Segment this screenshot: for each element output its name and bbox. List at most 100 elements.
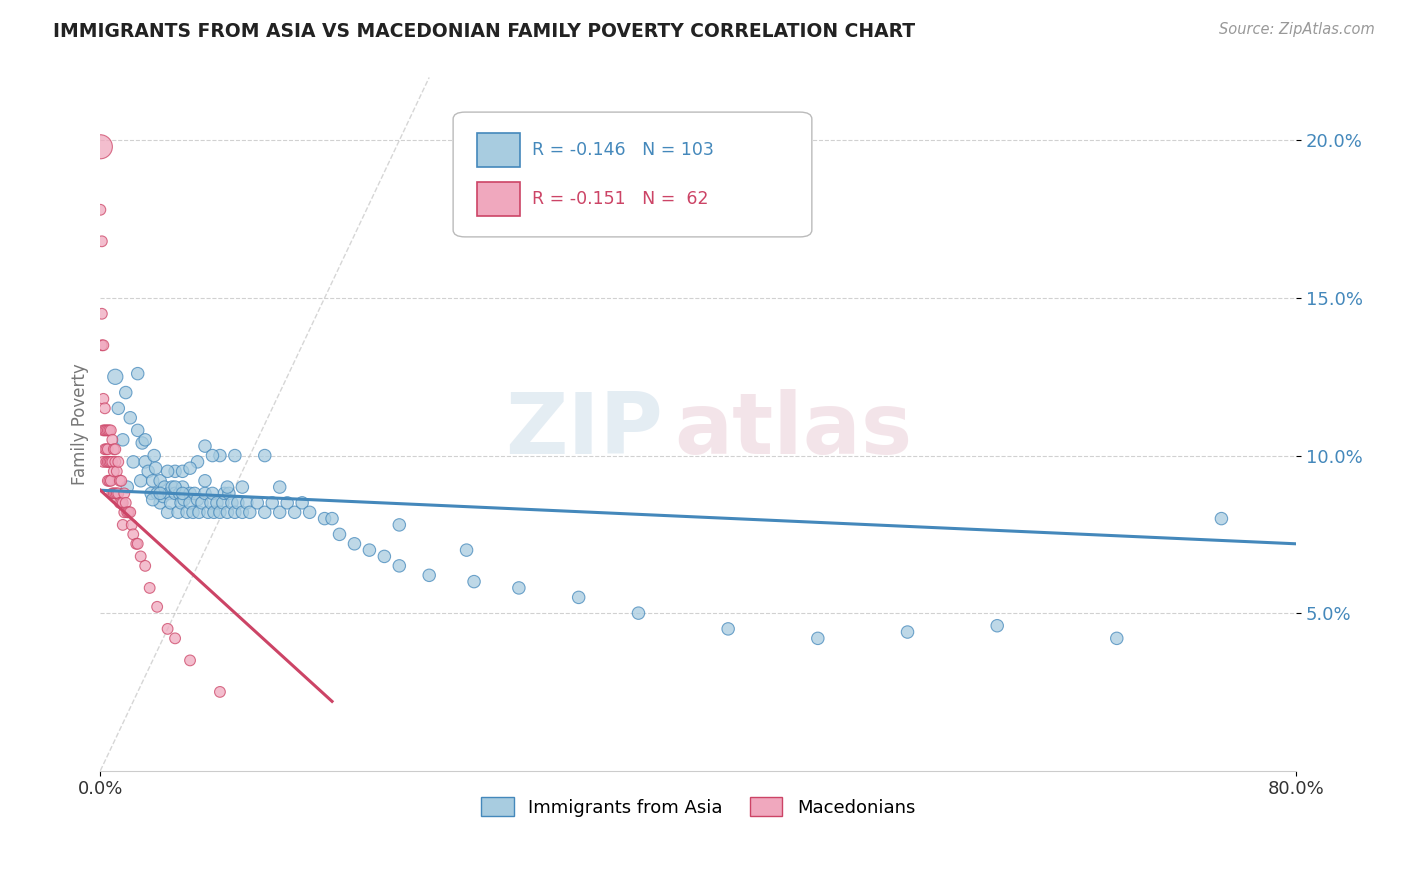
- Point: [149, 496, 172, 510]
- Point: [101, 455, 124, 469]
- Point: [145, 461, 167, 475]
- Point: [508, 581, 530, 595]
- Point: [117, 505, 139, 519]
- Point: [131, 436, 153, 450]
- Point: [627, 606, 650, 620]
- Point: [101, 486, 124, 500]
- Point: [328, 527, 350, 541]
- Text: IMMIGRANTS FROM ASIA VS MACEDONIAN FAMILY POVERTY CORRELATION CHART: IMMIGRANTS FROM ASIA VS MACEDONIAN FAMIL…: [53, 22, 915, 41]
- Point: [100, 455, 122, 469]
- Point: [194, 486, 217, 500]
- Point: [205, 496, 228, 510]
- Point: [91, 455, 114, 469]
- Point: [214, 486, 236, 500]
- Point: [181, 505, 204, 519]
- Point: [359, 543, 381, 558]
- Point: [221, 496, 243, 510]
- Point: [112, 486, 135, 500]
- Point: [253, 449, 276, 463]
- Point: [388, 517, 411, 532]
- Point: [212, 496, 235, 510]
- Point: [314, 511, 336, 525]
- Point: [127, 367, 149, 381]
- Point: [125, 537, 148, 551]
- Point: [165, 486, 187, 500]
- Point: [98, 455, 121, 469]
- Point: [165, 632, 187, 646]
- Point: [165, 464, 187, 478]
- Point: [94, 442, 117, 457]
- Point: [201, 449, 224, 463]
- Point: [218, 486, 240, 500]
- Point: [170, 496, 193, 510]
- Point: [172, 480, 194, 494]
- Text: R = -0.151   N =  62: R = -0.151 N = 62: [531, 190, 709, 208]
- Point: [173, 492, 195, 507]
- Point: [96, 423, 118, 437]
- Point: [153, 480, 176, 494]
- Point: [142, 474, 165, 488]
- Point: [253, 505, 276, 519]
- Point: [117, 480, 139, 494]
- Point: [807, 632, 830, 646]
- Point: [107, 486, 129, 500]
- Point: [165, 480, 187, 494]
- FancyBboxPatch shape: [453, 112, 811, 237]
- Point: [120, 505, 142, 519]
- Point: [103, 486, 125, 500]
- Point: [217, 480, 239, 494]
- Point: [172, 464, 194, 478]
- Point: [100, 423, 122, 437]
- Point: [156, 505, 179, 519]
- Point: [91, 423, 114, 437]
- Point: [134, 433, 156, 447]
- Point: [110, 474, 132, 488]
- Point: [217, 505, 239, 519]
- Point: [143, 449, 166, 463]
- Point: [456, 543, 478, 558]
- Point: [246, 496, 269, 510]
- Point: [717, 622, 740, 636]
- Point: [112, 505, 135, 519]
- Point: [224, 449, 246, 463]
- Point: [1105, 632, 1128, 646]
- Point: [104, 442, 127, 457]
- FancyBboxPatch shape: [477, 134, 520, 167]
- Point: [114, 385, 136, 400]
- Point: [111, 433, 134, 447]
- Point: [183, 486, 205, 500]
- Point: [156, 622, 179, 636]
- Point: [169, 486, 191, 500]
- Point: [90, 338, 112, 352]
- Point: [291, 496, 314, 510]
- Point: [388, 558, 411, 573]
- Point: [200, 496, 222, 510]
- Point: [122, 455, 145, 469]
- Point: [194, 439, 217, 453]
- Text: R = -0.146   N = 103: R = -0.146 N = 103: [531, 141, 714, 159]
- Point: [127, 537, 149, 551]
- Point: [202, 505, 225, 519]
- Point: [194, 474, 217, 488]
- Point: [129, 474, 152, 488]
- Point: [156, 464, 179, 478]
- Point: [157, 486, 180, 500]
- Point: [239, 505, 262, 519]
- Point: [98, 474, 121, 488]
- Point: [108, 496, 131, 510]
- Point: [90, 307, 112, 321]
- Point: [186, 492, 208, 507]
- Point: [107, 401, 129, 416]
- Point: [134, 455, 156, 469]
- Point: [97, 423, 120, 437]
- Point: [896, 625, 918, 640]
- Point: [89, 140, 111, 154]
- Point: [110, 496, 132, 510]
- Point: [276, 496, 298, 510]
- Point: [114, 496, 136, 510]
- Point: [89, 202, 111, 217]
- Point: [138, 581, 160, 595]
- Point: [226, 496, 249, 510]
- Point: [208, 505, 231, 519]
- Point: [104, 486, 127, 500]
